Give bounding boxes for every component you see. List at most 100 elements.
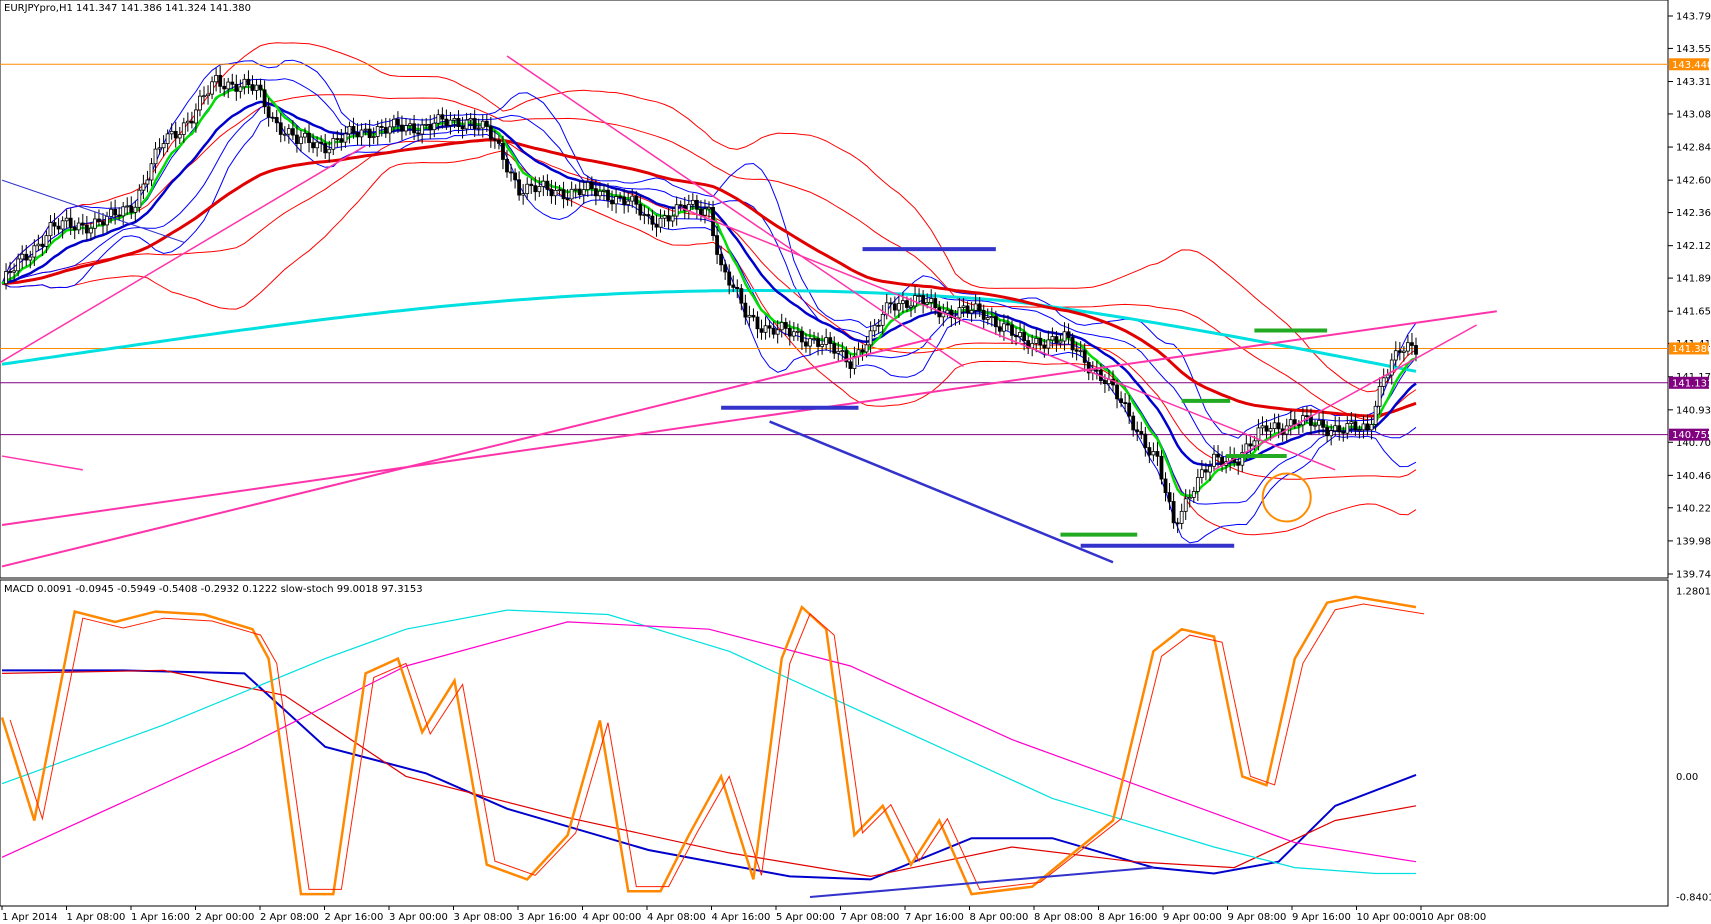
macd-series-line xyxy=(1,669,1417,878)
trendline[interactable] xyxy=(0,145,366,374)
candle-body xyxy=(727,271,732,286)
time-tick-label: 4 Apr 00:00 xyxy=(583,912,642,923)
candle-body xyxy=(1313,424,1317,427)
candle-body xyxy=(703,208,707,216)
time-tick-label: 8 Apr 00:00 xyxy=(970,912,1029,923)
candle-body xyxy=(682,204,687,211)
macd-series-line xyxy=(1,621,1417,863)
candle-body xyxy=(1070,337,1075,351)
candle-body xyxy=(1272,422,1277,430)
level-price-label: 143.440 xyxy=(1672,60,1711,71)
candle-body xyxy=(513,172,517,181)
candle-body xyxy=(101,221,105,226)
candle-body xyxy=(250,84,255,91)
candle-body xyxy=(1082,350,1087,363)
candle-body xyxy=(1030,343,1035,349)
candle-body xyxy=(844,350,849,363)
candle-body xyxy=(593,188,598,197)
candle-body xyxy=(816,338,820,347)
candle-body xyxy=(440,114,445,120)
trendline[interactable] xyxy=(680,207,1336,471)
candle-body xyxy=(1393,350,1398,361)
candle-body xyxy=(783,322,788,329)
candle-body xyxy=(266,106,271,118)
channel-line[interactable] xyxy=(769,420,1114,564)
candle-body xyxy=(650,215,655,225)
trendline[interactable] xyxy=(1,455,83,471)
candle-body xyxy=(238,86,243,92)
candle-body xyxy=(1216,453,1220,458)
level-price-label: 140.755 xyxy=(1672,430,1711,441)
candle-body xyxy=(1002,323,1006,332)
candle-body xyxy=(416,132,421,135)
candle-body xyxy=(141,183,146,191)
price-panel[interactable] xyxy=(0,0,1669,579)
trendline[interactable] xyxy=(1213,324,1477,471)
candle-body xyxy=(133,206,138,213)
candle-body xyxy=(299,136,303,144)
candle-body xyxy=(1187,497,1192,500)
candle-body xyxy=(444,118,449,126)
time-tick-label: 1 Apr 16:00 xyxy=(131,912,190,923)
candle-body xyxy=(678,204,683,207)
candle-body xyxy=(876,324,881,327)
candle-body xyxy=(1066,331,1071,338)
trendline[interactable] xyxy=(506,55,964,368)
candle-body xyxy=(76,222,81,231)
channel-line[interactable] xyxy=(1,179,184,243)
time-tick-label: 8 Apr 08:00 xyxy=(1034,912,1093,923)
level-price-tag xyxy=(1669,428,1709,441)
trendline[interactable] xyxy=(1,337,932,568)
candle-body xyxy=(468,118,473,121)
candle-body xyxy=(674,204,679,217)
candle-body xyxy=(1369,424,1374,431)
candle-body xyxy=(343,133,348,143)
candle-body xyxy=(1288,419,1293,427)
candle-body xyxy=(751,314,756,318)
candle-body xyxy=(1248,443,1253,447)
candle-body xyxy=(1377,385,1382,407)
candle-body xyxy=(743,302,748,318)
candle-body xyxy=(577,188,582,196)
candle-body xyxy=(335,138,340,140)
macd-series-line xyxy=(1,609,1416,875)
macd-tick-label: 1.2801 xyxy=(1676,587,1711,598)
price-tick-label: 142.125 xyxy=(1676,241,1711,252)
candle-body xyxy=(456,118,461,127)
candle-body xyxy=(715,235,719,255)
trendline[interactable] xyxy=(1,310,1497,527)
candle-body xyxy=(1155,451,1160,457)
candle-body xyxy=(206,93,210,97)
candle-body xyxy=(286,128,291,135)
candle-body xyxy=(690,199,695,205)
candle-body xyxy=(1195,477,1200,492)
time-tick-label: 9 Apr 16:00 xyxy=(1292,912,1351,923)
level-price-tag xyxy=(1669,58,1709,71)
candle-body xyxy=(189,120,194,124)
candle-body xyxy=(1022,332,1027,341)
candle-body xyxy=(739,288,744,304)
time-tick-label: 2 Apr 08:00 xyxy=(260,912,319,923)
candle-body xyxy=(1123,402,1128,404)
candle-body xyxy=(371,136,376,139)
candle-body xyxy=(307,132,311,144)
candle-body xyxy=(1086,362,1091,374)
macd-trendline[interactable] xyxy=(809,866,1154,899)
highlight-circle[interactable] xyxy=(1261,472,1312,523)
candle-body xyxy=(658,217,663,228)
candle-body xyxy=(129,205,134,213)
candle-body xyxy=(949,309,954,319)
candle-body xyxy=(274,117,279,124)
price-tick-label: 143.555 xyxy=(1676,44,1711,55)
candle-body xyxy=(795,330,800,333)
level-price-label: 141.131 xyxy=(1672,378,1711,389)
candle-body xyxy=(1410,342,1414,346)
candle-body xyxy=(804,341,808,347)
price-tick-label: 139.985 xyxy=(1676,536,1711,547)
candle-body xyxy=(1296,424,1301,426)
candle-body xyxy=(1329,430,1334,437)
candle-body xyxy=(933,298,938,309)
candle-body xyxy=(755,316,760,330)
candle-body xyxy=(824,337,829,345)
candle-body xyxy=(654,223,659,228)
